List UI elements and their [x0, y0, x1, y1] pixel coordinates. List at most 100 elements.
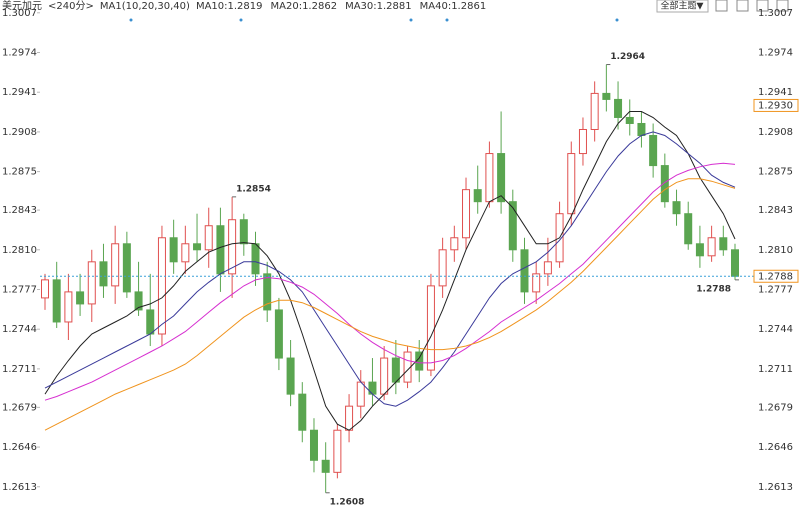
- icon[interactable]: [715, 0, 728, 12]
- y-tick-label-right: 1.3007: [758, 8, 793, 19]
- candle-body: [707, 237, 716, 257]
- ma-line: [44, 111, 736, 431]
- candle-body: [602, 92, 611, 100]
- y-tick-label-right: 1.2777: [758, 284, 793, 295]
- candle-body: [309, 429, 318, 461]
- marker: [409, 18, 413, 22]
- legend-entry: MA40:1.2861: [420, 1, 487, 12]
- candle-body: [649, 135, 658, 167]
- candle-body: [426, 285, 435, 371]
- candle-body: [485, 153, 494, 203]
- candle-body: [497, 153, 506, 203]
- candle-body: [520, 249, 529, 293]
- y-tick-label: 1.2777: [2, 284, 37, 295]
- price-tag-box: [753, 269, 799, 283]
- marker: [615, 18, 619, 22]
- annotation: 1.2854: [236, 184, 271, 194]
- price-tag-box: [753, 98, 799, 112]
- y-tick-label: 1.2810: [2, 245, 37, 256]
- icon[interactable]: [776, 0, 789, 12]
- theme-button-label[interactable]: 全部主题▼: [661, 0, 704, 12]
- legend-entry: MA30:1.2881: [345, 1, 412, 12]
- y-tick-label-right: 1.2646: [758, 442, 793, 453]
- y-tick-label-right: 1.2744: [758, 324, 793, 335]
- candle-body: [286, 357, 295, 395]
- y-tick-label-right: 1.2711: [758, 364, 793, 375]
- candle-body: [450, 237, 459, 251]
- time-markers: [129, 18, 619, 22]
- y-tick-label-right: 1.2875: [758, 167, 793, 178]
- candle-body: [532, 273, 541, 293]
- candle-body: [380, 357, 389, 395]
- ma-line: [44, 162, 736, 401]
- annotation: 1.2788: [696, 284, 731, 294]
- marker: [129, 18, 133, 22]
- candle-body: [637, 122, 646, 137]
- candle-body: [146, 309, 155, 335]
- theme-button[interactable]: [656, 0, 709, 13]
- y-tick-label-right: 1.2810: [758, 245, 793, 256]
- candle-body: [543, 261, 552, 275]
- y-tick-label: 1.2613: [2, 482, 37, 493]
- y-tick-label: 1.3007: [2, 8, 37, 19]
- y-tick-label-right: 1.2908: [758, 127, 793, 138]
- y-tick-label-right: 1.2679: [758, 402, 793, 413]
- candle-body: [625, 116, 634, 124]
- candle-body: [356, 381, 365, 407]
- candle-body: [52, 279, 61, 323]
- y-tick-label: 1.2908: [2, 127, 37, 138]
- candle-body: [76, 291, 85, 305]
- candle-body: [333, 429, 342, 473]
- y-tick-label-right: 1.2941: [758, 87, 793, 98]
- legend-entry: MA20:1.2862: [271, 1, 338, 12]
- candle-body: [99, 261, 108, 287]
- candle-body: [578, 128, 587, 155]
- y-tick-label-right: 1.2974: [758, 48, 793, 59]
- candle-body: [684, 213, 693, 245]
- candle-body: [193, 243, 202, 251]
- header-item: <240分>: [48, 0, 94, 12]
- y-tick-label: 1.2646: [2, 442, 37, 453]
- candle-body: [157, 237, 166, 335]
- candle-body: [41, 279, 49, 299]
- price-tag: 1.2930: [758, 100, 793, 111]
- candle-body: [251, 243, 260, 275]
- y-tick-label-right: 1.2843: [758, 205, 793, 216]
- candle-body: [672, 201, 681, 215]
- y-tick-label-right: 1.2613: [758, 482, 793, 493]
- price-tag: 1.2788: [758, 271, 793, 282]
- y-tick-label: 1.2711: [2, 364, 37, 375]
- candle-body: [228, 219, 237, 275]
- candle-body: [169, 237, 178, 263]
- icon[interactable]: [736, 0, 749, 12]
- candle-body: [695, 243, 704, 257]
- marker: [239, 18, 243, 22]
- ma-line: [44, 131, 736, 407]
- annotation: 1.2608: [330, 497, 365, 507]
- y-tick-label: 1.2875: [2, 167, 37, 178]
- candle-body: [462, 189, 471, 239]
- candle-body: [122, 243, 131, 293]
- toolbar: 全部主题▼: [656, 0, 789, 13]
- candle-body: [87, 261, 96, 305]
- candle-body: [134, 291, 143, 311]
- annotation: 1.2964: [610, 52, 645, 62]
- candle-body: [263, 273, 272, 311]
- candle-body: [345, 405, 354, 431]
- candle-body: [274, 309, 283, 359]
- candle-body: [508, 201, 517, 251]
- candle-body: [391, 357, 400, 383]
- candle-body: [111, 243, 120, 287]
- candle-body: [368, 381, 377, 395]
- ma-line: [44, 178, 736, 431]
- y-tick-label: 1.2843: [2, 205, 37, 216]
- candle-body: [216, 225, 225, 275]
- y-tick-label: 1.2941: [2, 87, 37, 98]
- y-tick-label: 1.2679: [2, 402, 37, 413]
- candle-body: [438, 249, 447, 287]
- icon[interactable]: [756, 0, 769, 12]
- candle-body: [567, 153, 576, 215]
- candle-body: [731, 249, 739, 277]
